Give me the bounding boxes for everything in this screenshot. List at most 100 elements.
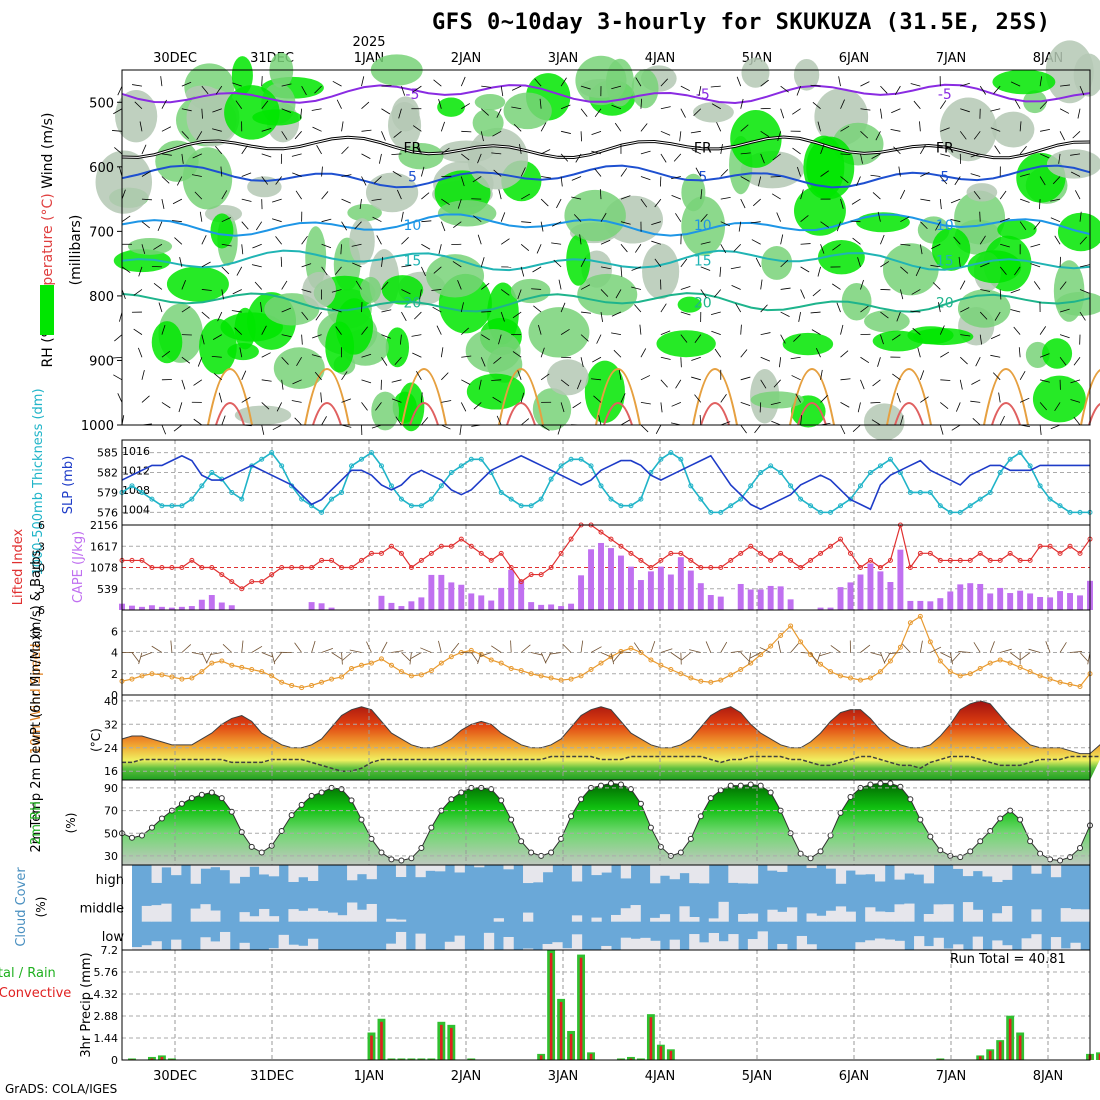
wind-speed-point — [957, 673, 963, 679]
li-point — [1037, 543, 1043, 549]
wind-barb — [393, 131, 402, 138]
wind-barb — [134, 101, 143, 110]
pressure-tick-label: 800 — [89, 290, 114, 305]
wind-barb — [378, 153, 382, 164]
rh-point — [458, 789, 465, 796]
rh-point — [338, 786, 345, 793]
thickness-point — [738, 496, 744, 502]
rh-shading — [817, 239, 865, 275]
cloud-clear-cell — [493, 918, 504, 922]
rh-shading — [863, 403, 905, 441]
rh-point — [1037, 850, 1044, 857]
wind-barb — [720, 393, 727, 403]
cloud-clear-cell — [229, 865, 241, 884]
wind-barb — [812, 289, 821, 297]
wind-barb — [536, 244, 542, 254]
wind-barb — [979, 85, 987, 95]
wind-barb — [594, 108, 602, 118]
thickness-point — [189, 496, 195, 502]
rh-point — [907, 796, 914, 803]
wind-barb — [261, 325, 267, 335]
rh-shading — [231, 56, 253, 95]
slp-ylabel: SLP (mb) — [61, 456, 76, 515]
wind-barb — [840, 153, 851, 156]
wind-barb — [140, 652, 153, 658]
wind-barb — [391, 153, 402, 156]
cloud-clear-cell — [288, 909, 299, 922]
cloud-clear-cell — [268, 948, 280, 950]
rh-point — [498, 797, 505, 804]
wind-barb — [301, 334, 303, 345]
wind-barb — [321, 166, 323, 177]
cloud-clear-cell — [659, 914, 671, 922]
wind-barb — [800, 266, 810, 273]
wind-barb — [816, 652, 821, 664]
rh-point — [258, 849, 265, 856]
wind-barb — [222, 644, 233, 653]
thickness-point — [638, 496, 644, 502]
wind-barb — [1019, 145, 1027, 155]
cloud-clear-cell — [620, 908, 632, 922]
wind-speed-point — [608, 654, 614, 660]
precip-convective-bar — [569, 1034, 573, 1060]
thickness-point — [498, 489, 504, 495]
rh-point — [1017, 816, 1024, 823]
wind-barb — [596, 334, 602, 344]
li-point — [438, 543, 444, 549]
wind-barb — [261, 379, 272, 382]
bottom-date-label: 4JAN — [645, 1069, 676, 1084]
wind-barb — [817, 121, 821, 132]
wind-barb — [660, 356, 671, 360]
wind-barb — [321, 416, 327, 426]
li-point — [458, 536, 464, 542]
rh-point — [248, 843, 255, 850]
cloud-clear-cell — [161, 903, 172, 922]
rh-shading — [349, 218, 375, 265]
wind-speed-point — [239, 664, 245, 670]
rh-point — [308, 792, 315, 799]
wind-barb — [381, 357, 388, 366]
wind-barb — [892, 373, 901, 381]
wind-barb — [620, 244, 628, 253]
wind-barb — [660, 648, 673, 653]
cloud-clear-cell — [923, 946, 935, 950]
wind-speed-point — [299, 685, 305, 691]
wind-speed-point — [947, 669, 953, 675]
wind-speed-point — [1037, 673, 1043, 679]
cloud-clear-cell — [679, 906, 690, 922]
wind-barb — [132, 84, 143, 87]
cape-bar — [637, 580, 644, 610]
wind-barb — [1052, 176, 1061, 185]
rh-point — [558, 835, 565, 842]
bottom-date-label: 7JAN — [936, 1069, 967, 1084]
wind-speed-point — [907, 620, 913, 626]
wind-barb — [871, 153, 881, 159]
wind-barb — [714, 289, 722, 298]
wind-barb — [591, 150, 602, 155]
thickness-point — [907, 489, 913, 495]
cloud-ylabel: Cloud Cover — [14, 867, 29, 947]
li-point — [718, 565, 724, 570]
li-point — [798, 565, 804, 570]
li-point — [847, 550, 853, 556]
wind-speed-point — [788, 623, 794, 629]
wind-barb — [772, 153, 781, 161]
li-point — [748, 543, 754, 549]
wind-barb — [401, 264, 412, 268]
cloud-clear-cell — [874, 938, 886, 950]
wind-barb — [312, 126, 322, 132]
wind-barb — [1054, 235, 1061, 245]
cloud-clear-cell — [542, 943, 553, 950]
thickness-point — [558, 463, 564, 469]
wind-barb — [461, 153, 470, 161]
pressure-tick-label: 1000 — [81, 419, 114, 434]
wind-barb — [1039, 101, 1048, 110]
precip-convective-bar — [579, 957, 583, 1060]
wind-barb — [157, 221, 163, 232]
wind-barb — [680, 334, 688, 343]
wind-barb — [209, 652, 222, 655]
wind-barb — [1013, 326, 1021, 335]
wind-barb — [931, 243, 941, 250]
li-point — [838, 536, 844, 542]
wind-barb — [920, 396, 929, 403]
